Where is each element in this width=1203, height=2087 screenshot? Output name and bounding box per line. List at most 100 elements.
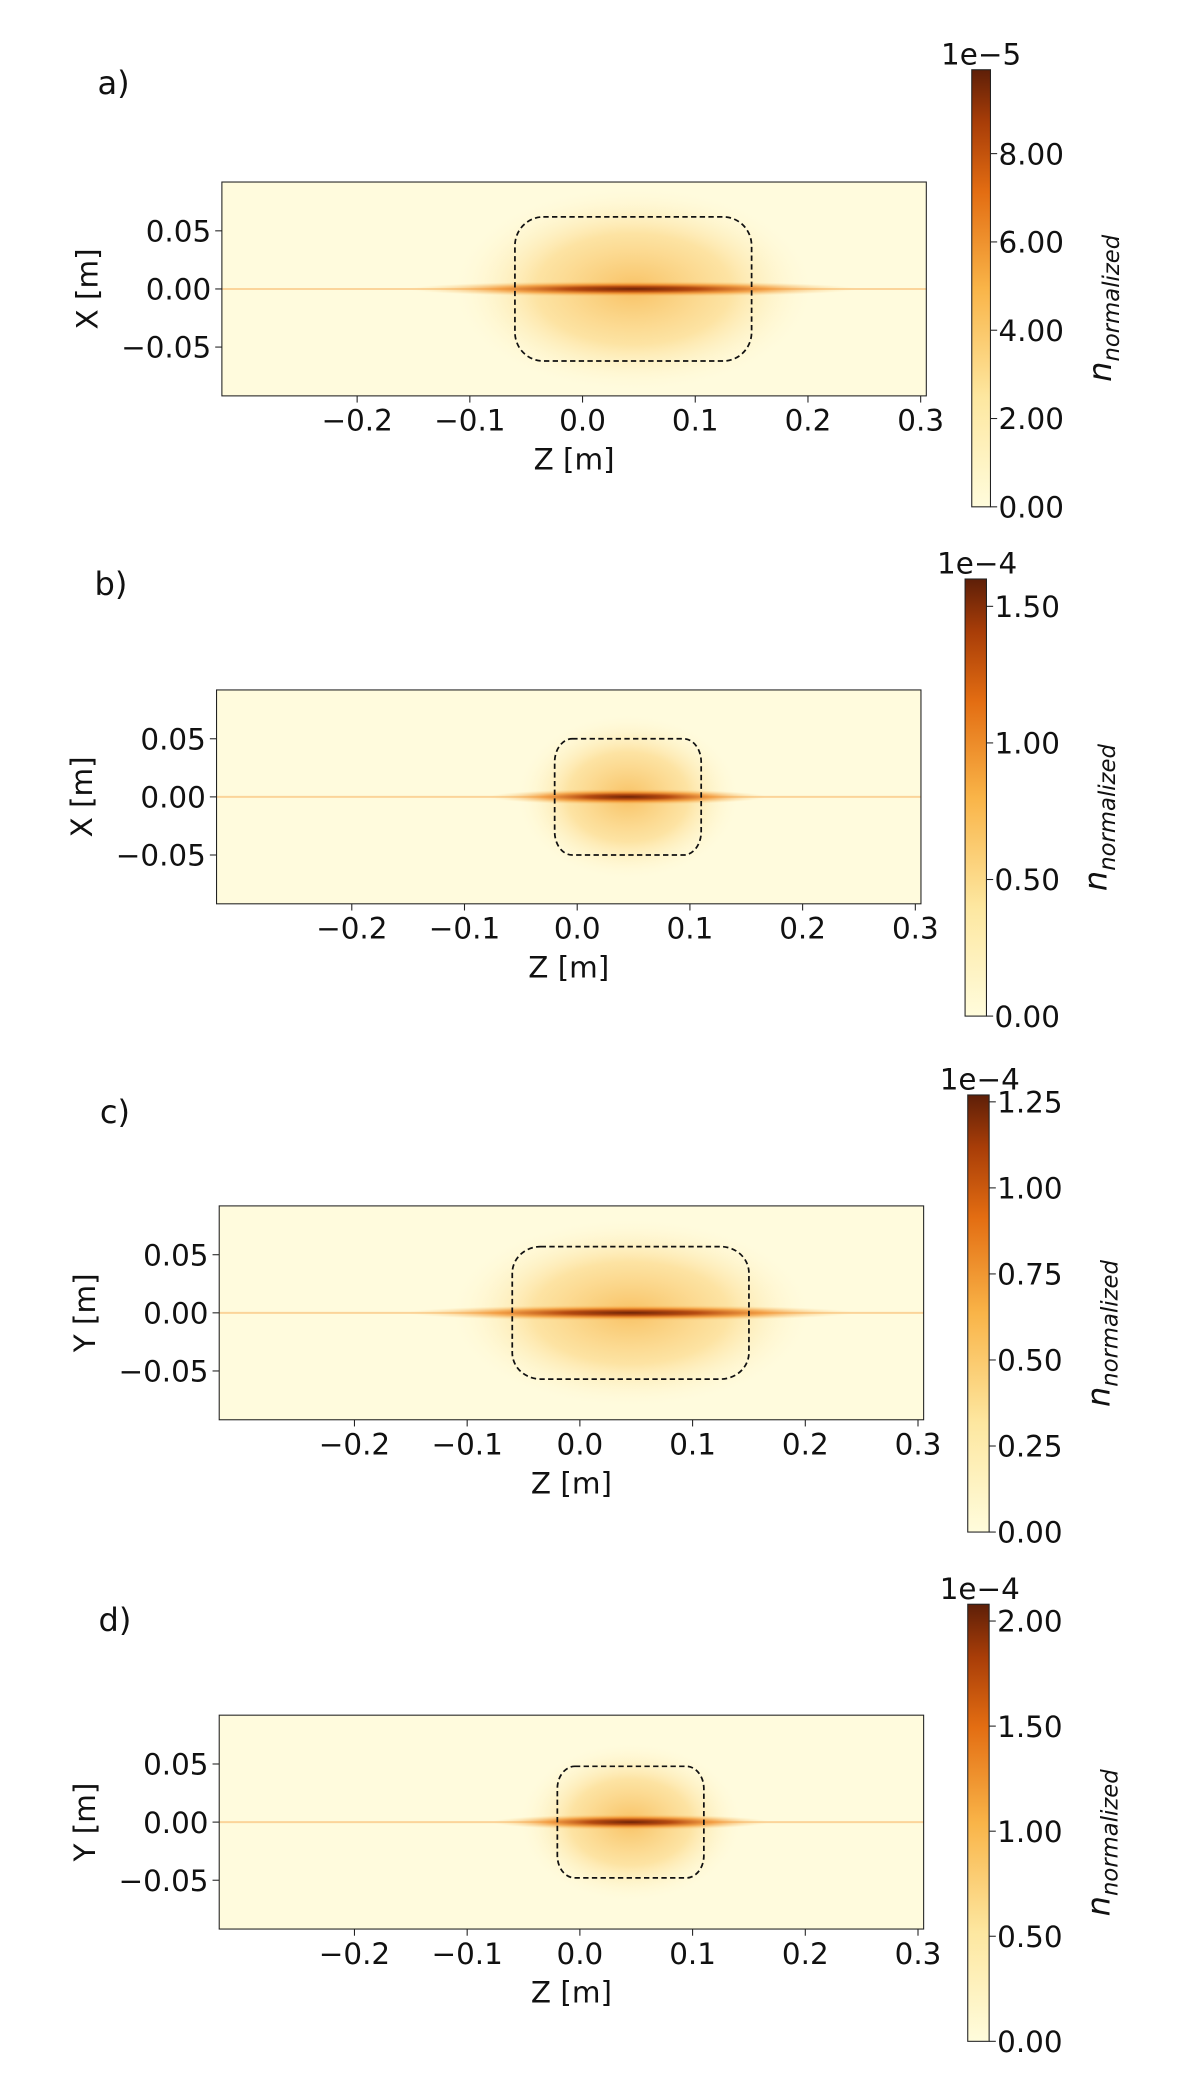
colorbar-tick-label: 1.50	[997, 1710, 1062, 1744]
colorbar-tick-label: 2.00	[998, 402, 1063, 436]
heatmap	[219, 1715, 924, 1930]
colorbar-label-subscript: normalized	[1097, 1259, 1123, 1386]
colorbar-tick-label: 0.25	[997, 1430, 1062, 1464]
colorbar	[971, 69, 992, 508]
x-tick-label: 0.0	[554, 912, 601, 946]
y-tick-label: 0.00	[143, 1806, 208, 1840]
y-tick-label: −0.05	[118, 1864, 208, 1898]
x-tick-label: 0.2	[782, 1428, 829, 1462]
colorbar-tick-label: 0.00	[997, 1516, 1062, 1550]
y-axis-label: Y [m]	[68, 1783, 102, 1863]
colorbar-tick-label: 0.00	[997, 2025, 1062, 2059]
x-tick-label: −0.1	[429, 912, 500, 946]
colorbar-offset: 1e−5	[941, 37, 1021, 71]
colorbar-label-symbol: n	[1077, 871, 1115, 891]
colorbar	[964, 578, 987, 1017]
colorbar-tick-label: 0.50	[997, 1344, 1062, 1378]
x-tick-label: 0.3	[892, 912, 939, 946]
x-tick-label: −0.2	[316, 912, 387, 946]
panel: −0.2 −0.1 0.0 0.1 0.2 0.3 0.05 0.00 −0.05 Z [m] Y …	[68, 1063, 1124, 1550]
x-tick-label: 0.2	[782, 1937, 829, 1971]
colorbar-label-symbol: n	[1079, 1387, 1117, 1407]
y-tick-label: 0.05	[143, 1238, 208, 1272]
colorbar-tick-label: 0.00	[998, 491, 1063, 525]
colorbar-label-symbol: n	[1081, 361, 1119, 381]
x-tick-label: 0.0	[557, 1428, 604, 1462]
panel-label: d)	[99, 1601, 132, 1639]
colorbar-label: nnormalized	[1079, 1769, 1123, 1917]
x-tick-label: −0.1	[434, 404, 505, 438]
y-axis-label: X [m]	[71, 248, 105, 329]
y-tick-label: −0.05	[118, 1355, 208, 1389]
x-tick-label: −0.2	[319, 1428, 390, 1462]
y-tick-label: 0.05	[140, 722, 205, 756]
x-axis-label: Z [m]	[531, 1976, 612, 2010]
heatmap	[216, 689, 921, 904]
colorbar	[967, 1603, 990, 2042]
heatmap	[219, 1205, 924, 1420]
panel: −0.2 −0.1 0.0 0.1 0.2 0.3 0.05 0.00 −0.05 Z [m] X …	[65, 547, 1121, 1034]
x-tick-label: 0.1	[672, 404, 719, 438]
colorbar-label-symbol: n	[1079, 1896, 1117, 1916]
heatmap-streak	[405, 1304, 856, 1321]
panel: −0.2 −0.1 0.0 0.1 0.2 0.3 0.05 0.00 −0.05 Z [m] Y …	[68, 1572, 1124, 2059]
y-tick-label: 0.00	[140, 781, 205, 815]
x-axis-label: Z [m]	[531, 1466, 612, 1500]
heatmap	[221, 182, 927, 396]
colorbar-label-subscript: normalized	[1095, 744, 1121, 871]
region-contour	[553, 737, 703, 856]
colorbar-label-subscript: normalized	[1099, 234, 1125, 361]
colorbar-label: nnormalized	[1077, 744, 1121, 892]
y-tick-label: −0.05	[121, 331, 211, 365]
x-tick-label: −0.2	[319, 1937, 390, 1971]
colorbar-tick-label: 6.00	[998, 226, 1063, 260]
colorbar-offset: 1e−4	[940, 1063, 1020, 1097]
x-tick-label: 0.1	[667, 912, 714, 946]
heatmap-streak	[408, 280, 859, 297]
colorbar-tick-label: 0.75	[997, 1258, 1062, 1292]
colorbar-tick-label: 4.00	[998, 314, 1063, 348]
x-tick-label: −0.2	[321, 404, 392, 438]
colorbar-offset: 1e−4	[940, 1572, 1020, 1606]
x-tick-label: 0.0	[559, 404, 606, 438]
x-tick-label: 0.0	[557, 1937, 604, 1971]
x-tick-label: 0.2	[779, 912, 826, 946]
colorbar-tick-label: 0.00	[994, 1000, 1059, 1034]
colorbar-tick-label: 1.25	[997, 1086, 1062, 1120]
y-tick-label: 0.00	[143, 1297, 208, 1331]
colorbar-label: nnormalized	[1079, 1259, 1123, 1407]
colorbar-tick-label: 1.00	[997, 1172, 1062, 1206]
x-tick-label: 0.3	[895, 1937, 942, 1971]
region-contour	[556, 1765, 705, 1879]
colorbar-tick-label: 8.00	[998, 137, 1063, 171]
colorbar-tick-label: 1.00	[994, 727, 1059, 761]
colorbar-tick-label: 0.50	[997, 1920, 1062, 1954]
heatmap-streak	[491, 1814, 770, 1831]
x-tick-label: −0.1	[431, 1937, 502, 1971]
colorbar-tick-label: 1.00	[997, 1815, 1062, 1849]
x-tick-label: 0.2	[785, 404, 832, 438]
region-contour	[514, 216, 753, 362]
y-axis-label: X [m]	[65, 756, 99, 837]
region-contour	[511, 1245, 750, 1380]
heatmap-streak	[488, 788, 768, 805]
colorbar-tick-label: 1.50	[994, 590, 1059, 624]
y-tick-label: −0.05	[116, 839, 206, 873]
x-tick-label: 0.3	[897, 404, 944, 438]
colorbar-offset: 1e−4	[937, 547, 1017, 581]
x-tick-label: 0.1	[669, 1428, 716, 1462]
x-tick-label: 0.3	[895, 1428, 942, 1462]
y-tick-label: 0.05	[146, 215, 211, 249]
x-axis-label: Z [m]	[528, 950, 609, 984]
x-axis-label: Z [m]	[534, 442, 615, 476]
y-tick-label: 0.05	[143, 1748, 208, 1782]
x-tick-label: 0.1	[669, 1937, 716, 1971]
y-axis-label: Y [m]	[68, 1273, 102, 1353]
y-tick-label: 0.00	[146, 273, 211, 307]
panel-label: c)	[100, 1093, 130, 1131]
panel-label: b)	[94, 565, 127, 603]
colorbar-tick-label: 2.00	[997, 1605, 1062, 1639]
x-tick-label: −0.1	[431, 1428, 502, 1462]
colorbar-label-subscript: normalized	[1097, 1769, 1123, 1896]
